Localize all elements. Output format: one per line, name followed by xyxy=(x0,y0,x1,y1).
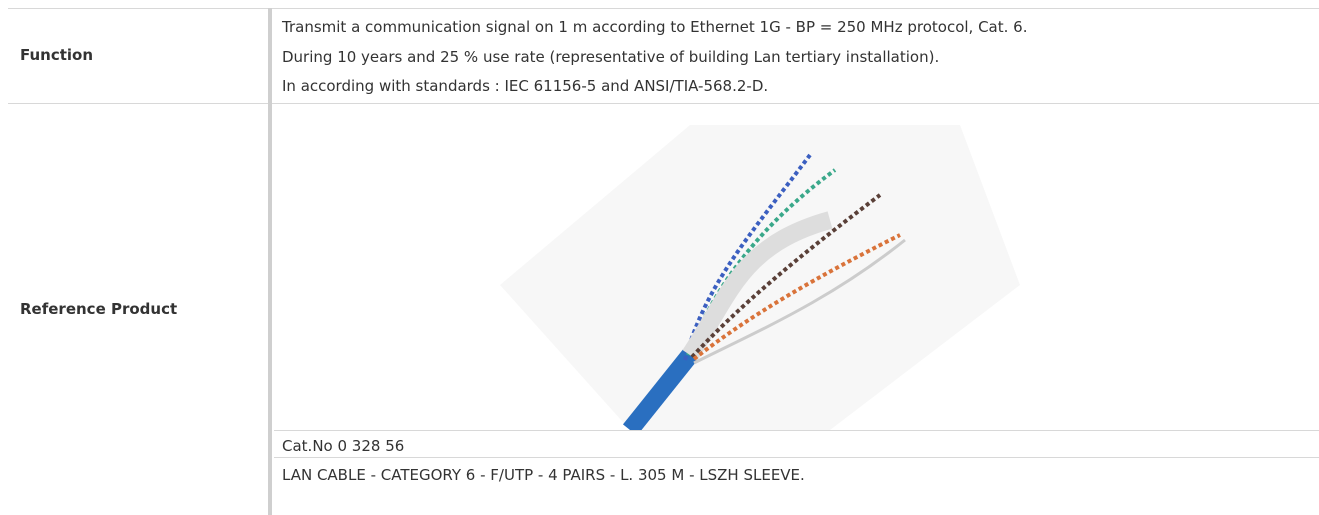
column-divider xyxy=(268,8,272,515)
cell-text: In according with standards : IEC 61156-… xyxy=(282,77,769,95)
row-label: Reference Product xyxy=(20,300,178,318)
product-image xyxy=(500,125,1020,430)
row-divider xyxy=(8,103,1319,104)
cell-text: Transmit a communication signal on 1 m a… xyxy=(282,18,1028,36)
table-border xyxy=(8,8,1319,9)
row-label: Function xyxy=(20,46,94,64)
cell-text: LAN CABLE - CATEGORY 6 - F/UTP - 4 PAIRS… xyxy=(282,466,805,484)
cell-text: Cat.No 0 328 56 xyxy=(282,437,405,455)
row-divider xyxy=(274,430,1319,431)
row-divider xyxy=(274,457,1319,458)
cell-text: During 10 years and 25 % use rate (repre… xyxy=(282,48,940,66)
